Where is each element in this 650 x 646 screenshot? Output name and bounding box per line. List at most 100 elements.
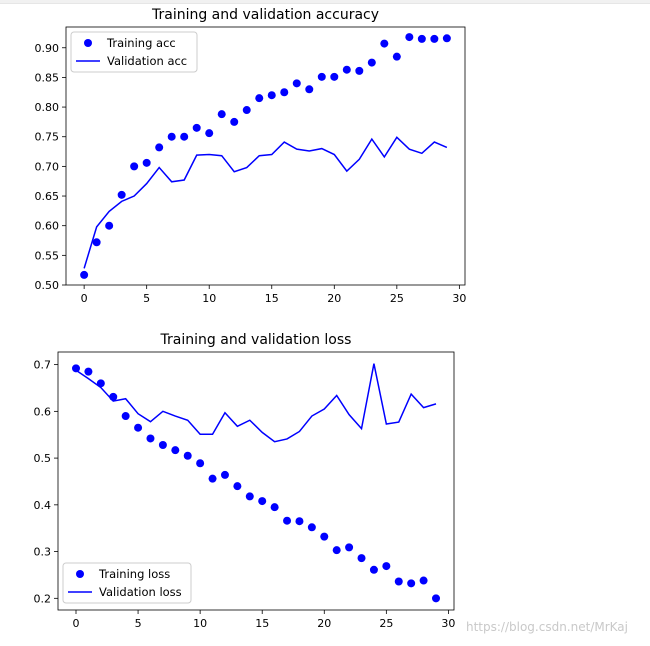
y-tick-label: 0.65 bbox=[35, 190, 60, 203]
y-tick-label: 0.2 bbox=[34, 592, 52, 605]
data-point bbox=[146, 434, 155, 443]
chart-title: Training and validation accuracy bbox=[151, 7, 379, 23]
x-tick-label: 30 bbox=[452, 292, 466, 305]
data-point bbox=[430, 34, 439, 43]
data-point bbox=[109, 392, 118, 401]
data-point bbox=[167, 132, 176, 141]
data-point bbox=[332, 546, 341, 555]
data-point bbox=[392, 52, 401, 61]
y-tick-label: 0.7 bbox=[34, 359, 52, 372]
data-point bbox=[80, 270, 89, 279]
legend: Training loss Validation loss bbox=[62, 562, 192, 604]
data-point bbox=[134, 423, 143, 432]
data-point bbox=[292, 79, 301, 88]
data-point bbox=[180, 132, 189, 141]
data-point bbox=[295, 517, 304, 526]
x-tick-label: 10 bbox=[202, 292, 216, 305]
y-tick-label: 0.85 bbox=[35, 71, 60, 84]
data-point bbox=[192, 123, 201, 132]
data-point bbox=[183, 451, 192, 460]
data-point bbox=[242, 106, 251, 115]
y-tick-label: 0.3 bbox=[34, 546, 52, 559]
y-tick-label: 0.60 bbox=[35, 220, 60, 233]
watermark-text: https://blog.csdn.net/MrKaj bbox=[466, 620, 628, 634]
data-point bbox=[72, 364, 80, 373]
data-point bbox=[367, 58, 376, 67]
data-point bbox=[270, 503, 279, 512]
data-point bbox=[317, 72, 326, 81]
data-point bbox=[442, 34, 451, 43]
x-tick-label: 0 bbox=[73, 617, 80, 630]
y-tick-label: 0.90 bbox=[35, 42, 60, 55]
y-tick-label: 0.55 bbox=[35, 249, 60, 262]
legend: Training acc Validation acc bbox=[70, 31, 198, 73]
chart-1: Training and validation accuracy 0 5 10 15 20… bbox=[35, 7, 467, 305]
x-tick-label: 25 bbox=[390, 292, 404, 305]
data-point bbox=[283, 516, 292, 525]
y-tick-label: 0.5 bbox=[34, 452, 52, 465]
data-point bbox=[158, 441, 167, 450]
data-point bbox=[245, 492, 254, 501]
data-point bbox=[220, 470, 229, 479]
data-point bbox=[382, 562, 391, 571]
legend-box bbox=[62, 562, 192, 604]
data-point bbox=[208, 474, 217, 483]
data-point bbox=[84, 367, 93, 376]
legend-box bbox=[70, 31, 198, 73]
data-point bbox=[342, 65, 351, 74]
data-point bbox=[380, 39, 389, 48]
data-point bbox=[320, 532, 329, 541]
legend-label: Training acc bbox=[106, 36, 176, 50]
data-point bbox=[357, 554, 366, 563]
y-tick-label: 0.80 bbox=[35, 101, 60, 114]
x-tick-label: 5 bbox=[143, 292, 150, 305]
data-point bbox=[330, 72, 339, 81]
data-point bbox=[105, 221, 114, 230]
plot-frame bbox=[65, 26, 466, 286]
y-tick-label: 0.75 bbox=[35, 131, 60, 144]
data-point bbox=[155, 143, 164, 152]
data-point bbox=[196, 459, 205, 468]
data-point bbox=[255, 94, 264, 103]
y-tick-label: 0.6 bbox=[34, 405, 52, 418]
legend-marker-point bbox=[76, 570, 84, 578]
data-point bbox=[305, 85, 314, 94]
data-point bbox=[394, 577, 403, 586]
notebook-top-border bbox=[0, 0, 650, 4]
data-point bbox=[345, 543, 354, 552]
y-tick-label: 0.50 bbox=[35, 279, 60, 292]
data-point bbox=[205, 129, 214, 138]
data-point bbox=[280, 88, 289, 97]
data-point bbox=[130, 162, 139, 171]
data-point bbox=[407, 579, 416, 588]
data-point bbox=[171, 446, 180, 455]
data-point bbox=[307, 523, 316, 532]
data-point bbox=[432, 594, 440, 603]
series-line-validation-acc bbox=[83, 136, 448, 269]
legend-label: Validation loss bbox=[99, 585, 182, 599]
data-point bbox=[121, 412, 130, 421]
data-point bbox=[267, 91, 276, 100]
x-tick-label: 15 bbox=[255, 617, 269, 630]
series-line-validation-loss bbox=[75, 363, 437, 443]
data-point bbox=[92, 238, 101, 247]
chart-2: Training and validation loss 0 5 10 15 20 25 30… bbox=[34, 332, 456, 630]
data-point bbox=[233, 482, 242, 491]
data-point bbox=[142, 158, 151, 167]
y-tick-label: 0.4 bbox=[34, 499, 52, 512]
x-tick-label: 15 bbox=[265, 292, 279, 305]
data-point bbox=[405, 33, 414, 42]
data-point bbox=[355, 66, 364, 75]
data-point bbox=[369, 565, 378, 574]
chart-title: Training and validation loss bbox=[160, 332, 352, 348]
x-tick-label: 10 bbox=[193, 617, 207, 630]
legend-label: Validation acc bbox=[107, 54, 187, 68]
x-tick-label: 5 bbox=[135, 617, 142, 630]
x-tick-label: 30 bbox=[441, 617, 455, 630]
plot-frame bbox=[57, 351, 455, 611]
data-point bbox=[419, 576, 428, 585]
x-tick-label: 20 bbox=[327, 292, 341, 305]
y-tick-label: 0.70 bbox=[35, 160, 60, 173]
x-tick-label: 25 bbox=[379, 617, 393, 630]
